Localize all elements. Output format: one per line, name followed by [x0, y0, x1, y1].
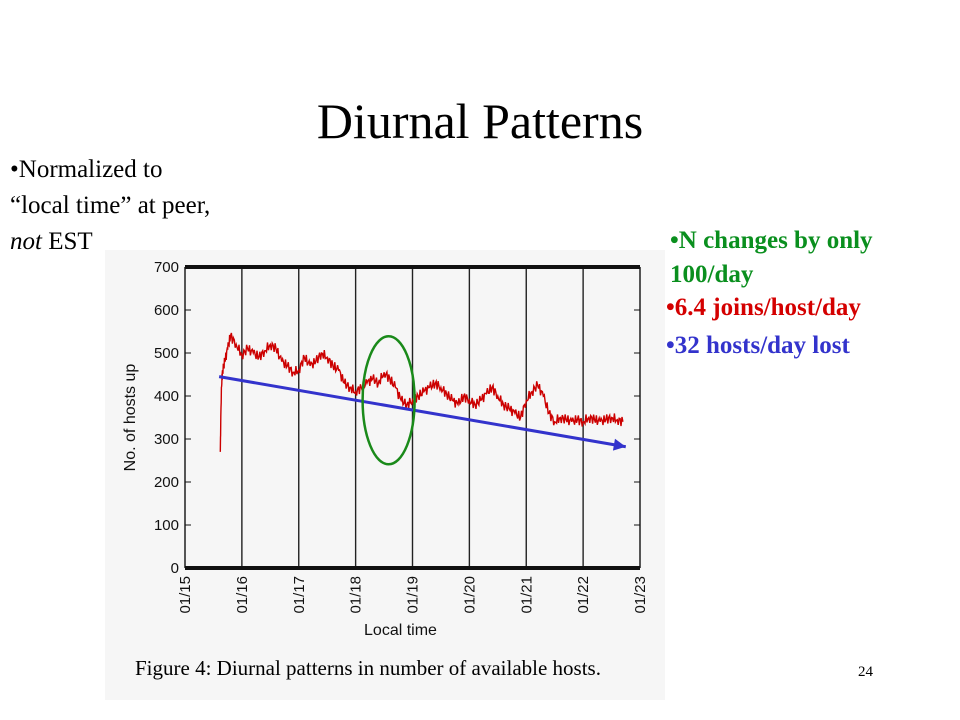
y-tick-label: 0	[171, 560, 179, 577]
note-joins: •6.4 joins/host/day	[666, 294, 861, 321]
x-tick-label: 01/21	[518, 576, 535, 614]
y-tick-label: 700	[154, 259, 179, 276]
slide-title: Diurnal Patterns	[316, 93, 644, 149]
trend-arrow-line	[218, 375, 627, 449]
y-tick-label: 300	[154, 431, 179, 448]
x-tick-label: 01/23	[632, 576, 649, 614]
note-normalized-line3: not EST	[10, 228, 93, 255]
note-normalized-line1: •Normalized to	[10, 156, 163, 183]
x-tick-label: 01/18	[348, 576, 365, 614]
diurnal-chart: 0 100 200 300 400 500 600 700 01/15 01/16 01/17 01/…	[122, 259, 649, 639]
y-axis-label: No. of hosts up	[122, 364, 139, 472]
figure-panel: 0 100 200 300 400 500 600 700 01/15 01/16 01/17 01/…	[105, 250, 665, 700]
page-number: 24	[858, 664, 873, 680]
note-normalized: •Normalized to “local time” at peer, not…	[10, 152, 290, 260]
x-tick-label: 01/19	[405, 576, 422, 614]
y-tick-label: 200	[154, 474, 179, 491]
x-tick-label: 01/20	[461, 576, 478, 614]
x-tick-label: 01/22	[575, 576, 592, 614]
x-tick-label: 01/17	[291, 576, 308, 614]
trend-arrow-head	[612, 438, 626, 451]
bullet-marker: •	[666, 294, 675, 321]
bullet-marker: •	[10, 156, 19, 183]
note-n-changes: •N changes by only 100/day	[670, 227, 873, 288]
y-tick-label: 100	[154, 517, 179, 534]
x-tick-label: 01/15	[177, 576, 194, 614]
x-tick-label: 01/16	[234, 576, 251, 614]
bullet-marker: •	[670, 227, 679, 254]
note-normalized-line2: “local time” at peer,	[10, 192, 211, 219]
y-tick-label: 600	[154, 302, 179, 319]
y-tick-label: 400	[154, 388, 179, 405]
y-tick-label: 500	[154, 345, 179, 362]
highlight-ellipse	[361, 335, 416, 466]
hosts-up-series	[219, 332, 624, 452]
note-hosts-lost: •32 hosts/day lost	[666, 332, 850, 359]
x-axis-label: Local time	[364, 622, 437, 639]
bullet-marker: •	[666, 332, 675, 359]
figure-caption: Figure 4: Diurnal patterns in number of …	[135, 656, 601, 680]
